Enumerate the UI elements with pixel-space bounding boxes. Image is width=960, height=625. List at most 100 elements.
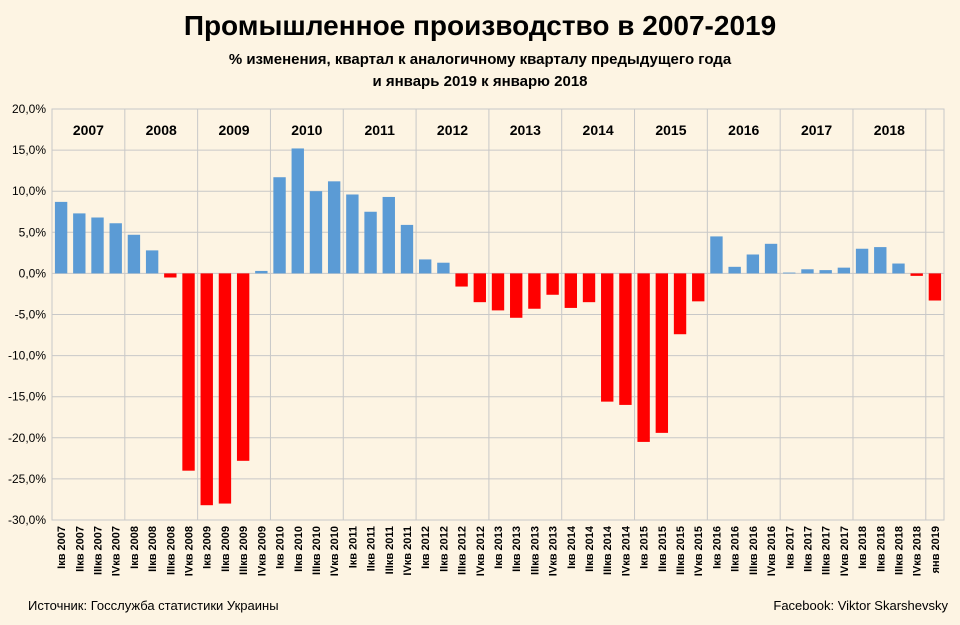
source-note: Источник: Госслужба статистики Украины <box>28 598 279 613</box>
y-tick-label: -5,0% <box>15 308 47 322</box>
x-tick-label: IVкв 2010 <box>329 526 341 576</box>
bar <box>619 273 632 405</box>
bar <box>764 243 778 274</box>
x-tick-label: IVкв 2017 <box>839 526 851 576</box>
year-label: 2011 <box>364 122 395 138</box>
bar <box>855 248 869 274</box>
x-tick-label: IIIкв 2014 <box>602 525 614 575</box>
bar <box>874 247 887 274</box>
y-tick-label: -20,0% <box>8 431 46 445</box>
bar <box>437 262 450 274</box>
x-tick-label: IIкв 2018 <box>875 526 887 572</box>
bar <box>109 223 122 274</box>
bar <box>473 273 486 303</box>
y-tick-label: 5,0% <box>19 225 47 239</box>
x-tick-label: IIIкв 2007 <box>93 526 105 575</box>
year-label: 2016 <box>728 122 759 138</box>
year-label: 2009 <box>218 122 249 138</box>
x-tick-label: IVкв 2014 <box>620 525 632 576</box>
bar <box>400 224 414 274</box>
x-tick-label: Iкв 2012 <box>420 526 432 569</box>
bar <box>528 273 541 309</box>
x-tick-label: IIIкв 2009 <box>238 526 250 575</box>
x-tick-label: Iкв 2018 <box>857 526 869 569</box>
y-tick-label: -10,0% <box>8 349 46 363</box>
x-tick-label: IVкв 2011 <box>402 526 414 576</box>
year-label: 2007 <box>73 122 104 138</box>
x-tick-label: IIкв 2012 <box>438 526 450 572</box>
bar <box>200 273 213 506</box>
y-tick-label: -15,0% <box>8 390 46 404</box>
bar <box>637 273 650 442</box>
x-tick-label: IVкв 2009 <box>256 526 268 576</box>
x-tick-label: Iкв 2017 <box>784 526 796 569</box>
x-tick-label: IIIкв 2011 <box>384 526 396 574</box>
x-tick-label: Iкв 2009 <box>202 526 214 569</box>
bar <box>455 273 468 287</box>
x-tick-label: IVкв 2013 <box>548 526 560 576</box>
x-tick-label: IIIкв 2017 <box>821 526 833 575</box>
x-tick-label: IVкв 2018 <box>912 526 924 576</box>
x-tick-label: IIIкв 2010 <box>311 526 323 575</box>
bar <box>218 273 232 504</box>
year-label: 2008 <box>146 122 177 138</box>
x-tick-label: Iкв 2007 <box>56 526 68 569</box>
bar <box>291 148 304 274</box>
bar <box>910 273 923 276</box>
x-tick-label: IIкв 2010 <box>293 526 305 572</box>
x-tick-label: IIкв 2009 <box>220 526 232 572</box>
chart-subtitle-line1: % изменения, квартал к аналогичному квар… <box>228 51 732 68</box>
x-tick-label: Iкв 2010 <box>275 526 287 569</box>
x-tick-label: Iкв 2011 <box>347 526 359 568</box>
x-tick-label: Iкв 2015 <box>639 526 651 569</box>
chart-subtitle-line2: и январь 2019 к январю 2018 <box>372 73 588 90</box>
x-tick-label: IIкв 2016 <box>730 526 742 572</box>
y-tick-label: 15,0% <box>12 143 46 157</box>
year-label: 2017 <box>801 122 832 138</box>
x-tick-label: Iкв 2016 <box>711 526 723 569</box>
bar <box>346 194 359 274</box>
x-tick-label: IIIкв 2013 <box>529 526 541 575</box>
bar <box>837 267 851 274</box>
bar <box>491 273 505 311</box>
bar <box>801 269 814 274</box>
x-tick-label: IVкв 2016 <box>766 526 778 576</box>
x-tick-label: IIкв 2007 <box>74 526 86 572</box>
bar <box>928 273 942 301</box>
x-tick-label: IIкв 2017 <box>802 526 814 572</box>
bar <box>692 273 705 302</box>
x-tick-label: Iкв 2013 <box>493 526 505 569</box>
x-tick-label: Iкв 2008 <box>129 526 141 569</box>
year-label: 2012 <box>437 122 468 138</box>
bar <box>164 273 177 278</box>
x-tick-label: IVкв 2007 <box>111 526 123 576</box>
bar <box>601 273 614 402</box>
y-tick-label: 20,0% <box>12 102 46 116</box>
bar <box>655 273 669 433</box>
x-tick-label: IIкв 2008 <box>147 526 159 572</box>
bar <box>819 270 832 274</box>
x-tick-label: IIIкв 2016 <box>748 526 760 575</box>
bar <box>182 273 195 471</box>
bar <box>54 201 68 274</box>
x-tick-label: IIкв 2013 <box>511 526 523 572</box>
x-tick-label: IIIкв 2008 <box>165 526 177 575</box>
bar <box>273 177 286 274</box>
bar <box>73 213 86 274</box>
year-label: 2018 <box>874 122 905 138</box>
bar <box>728 266 741 274</box>
x-tick-label: янв 2019 <box>930 526 942 573</box>
bar <box>418 259 432 274</box>
bar <box>746 254 760 274</box>
bar <box>546 273 559 295</box>
x-tick-label: IIIкв 2015 <box>675 526 687 575</box>
bar <box>236 273 250 461</box>
x-tick-label: IIIкв 2012 <box>457 526 469 575</box>
bar <box>382 196 395 274</box>
year-label: 2010 <box>291 122 322 138</box>
author-credit: Facebook: Viktor Skarshevsky <box>773 598 948 613</box>
bar <box>673 273 687 335</box>
x-tick-label: IIкв 2011 <box>366 526 378 571</box>
x-tick-label: IVкв 2015 <box>693 526 705 576</box>
